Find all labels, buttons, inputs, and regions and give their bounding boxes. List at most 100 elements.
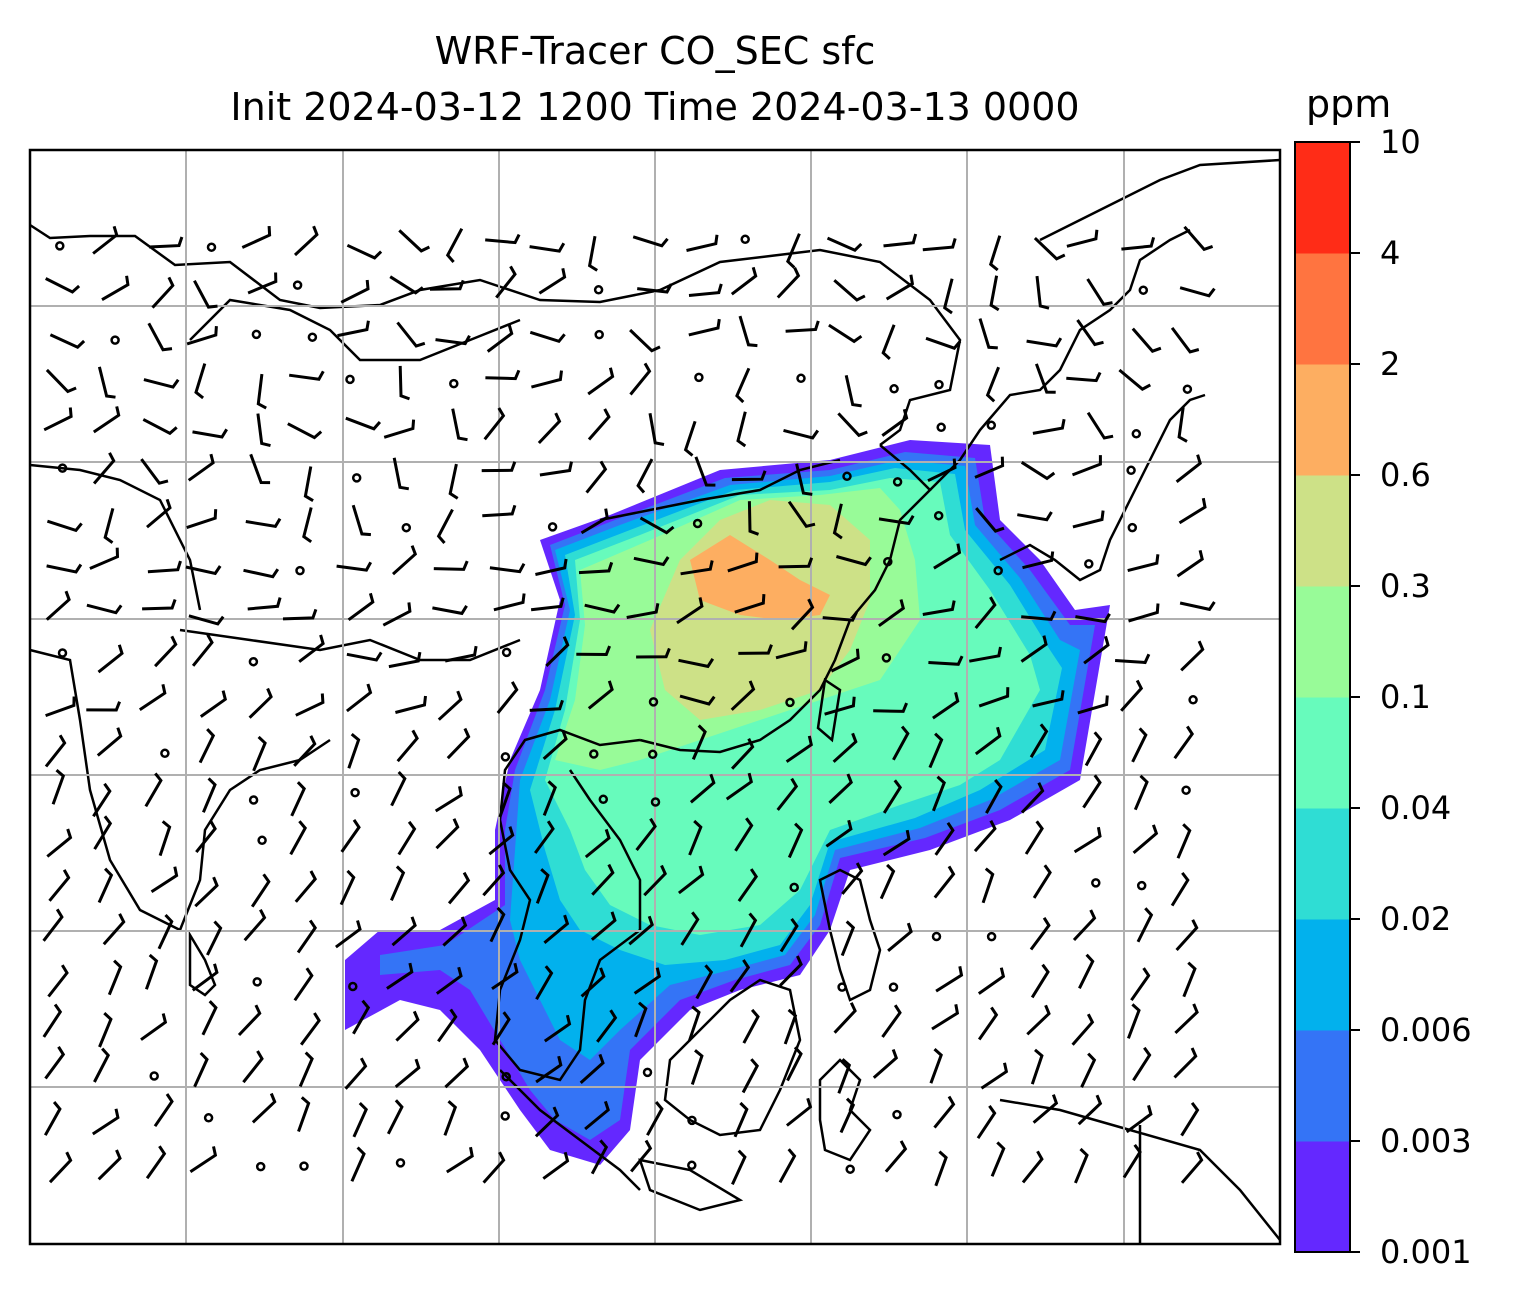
wind-barb (486, 324, 514, 353)
wind-barb (287, 422, 323, 440)
wind-barb (93, 815, 113, 850)
wind-barb (543, 914, 570, 944)
wind-barb (882, 829, 911, 857)
wind-barb (822, 611, 858, 622)
wind-barb (830, 648, 860, 673)
wind-barb (1071, 455, 1102, 477)
wind-barb (538, 267, 567, 295)
wind-barb (1115, 653, 1151, 665)
wind-barb (833, 279, 866, 302)
wind-barb (787, 822, 804, 859)
wind-barb (1173, 1047, 1198, 1079)
calm-wind-marker (881, 653, 892, 663)
wind-barb (980, 1062, 1009, 1090)
wind-barb (201, 1000, 218, 1036)
map-frame (28, 148, 1282, 1246)
wind-barb (932, 692, 960, 720)
wind-barb (679, 694, 716, 706)
wind-barb (92, 225, 119, 255)
calm-wind-marker (1127, 522, 1138, 533)
calm-wind-marker (206, 242, 217, 252)
calm-wind-marker (789, 882, 799, 893)
wind-barb (1077, 695, 1109, 715)
colorbar-segment (1295, 808, 1350, 920)
wind-barb (535, 558, 568, 576)
wind-barb (1122, 1144, 1142, 1179)
wind-barb (392, 457, 410, 491)
coastline-china-east (639, 444, 932, 754)
wind-barb (154, 635, 178, 668)
wind-barb (186, 509, 218, 530)
wind-barb (933, 865, 956, 899)
wind-barb (942, 278, 954, 315)
wind-barb (433, 560, 469, 571)
wind-barb (186, 325, 218, 346)
wind-barb (929, 1047, 943, 1084)
wind-barb (676, 597, 704, 625)
wind-barb (434, 786, 463, 813)
wind-barb (836, 555, 872, 567)
coastline-philippines (818, 868, 882, 1002)
colorbar-tick-label: 0.04 (1380, 789, 1452, 827)
colorbar-segment (1295, 586, 1350, 698)
wind-barb (892, 725, 910, 761)
wind-barb (535, 1055, 563, 1084)
wind-barb (587, 408, 611, 441)
wind-barb (1170, 327, 1200, 354)
wind-barb (489, 906, 506, 943)
wind-barb (648, 412, 665, 446)
wind-barb (542, 729, 568, 761)
wind-barb (1127, 554, 1160, 573)
wind-barb (395, 695, 427, 714)
wind-barb (49, 333, 86, 349)
wind-barb (872, 1048, 899, 1079)
wind-barb (1082, 774, 1102, 809)
calm-wind-marker (149, 1071, 159, 1081)
colorbar-tick-label: 2 (1380, 345, 1401, 383)
wind-barb (530, 597, 565, 612)
coastline-russia-east (1039, 158, 1281, 242)
wind-barb (398, 229, 431, 253)
wind-barb (927, 458, 957, 483)
calm-wind-marker (55, 241, 65, 251)
wind-barb (1182, 961, 1197, 998)
wind-barb (545, 636, 570, 667)
calm-wind-marker (883, 556, 893, 567)
wind-barb (297, 1096, 311, 1133)
calm-wind-marker (888, 982, 899, 992)
colorbar-tick-label: 0.1 (1380, 678, 1431, 716)
colorbar-tick-label: 0.003 (1380, 1122, 1472, 1160)
wind-barb (778, 557, 814, 569)
map-panel[interactable] (28, 148, 1282, 1246)
wind-barb (1174, 1003, 1199, 1034)
wind-barb (585, 460, 608, 494)
wind-barb (299, 1012, 321, 1046)
wind-barb (144, 953, 159, 990)
wind-barb (578, 561, 614, 575)
colorbar-segment (1295, 697, 1350, 809)
wind-barb (978, 318, 998, 350)
wind-barb (398, 365, 411, 401)
wind-barb (396, 729, 419, 763)
wind-barb (142, 599, 177, 611)
colorbar-segment (1295, 475, 1350, 587)
wind-barb (1078, 953, 1095, 989)
wind-barb (149, 236, 184, 249)
wind-barb (1175, 919, 1199, 952)
colorbar-tick-label: 0.3 (1380, 567, 1431, 605)
colorbar-unit-label: ppm (1306, 82, 1392, 126)
wind-barb (436, 508, 454, 544)
wind-barb (1083, 635, 1110, 665)
wind-barb (742, 1008, 760, 1044)
colorbar-tick-label: 0.02 (1380, 900, 1452, 938)
wind-barb (293, 225, 319, 257)
wind-barb (636, 458, 654, 494)
wind-barb (925, 336, 962, 350)
calm-wind-marker (892, 477, 903, 487)
wind-barb (194, 876, 219, 908)
wind-barb (150, 866, 179, 894)
coastline-borneo (663, 978, 802, 1137)
chart-title-line-2: Init 2024-03-12 1200 Time 2024-03-13 000… (230, 85, 1080, 129)
wind-barb (142, 418, 178, 436)
